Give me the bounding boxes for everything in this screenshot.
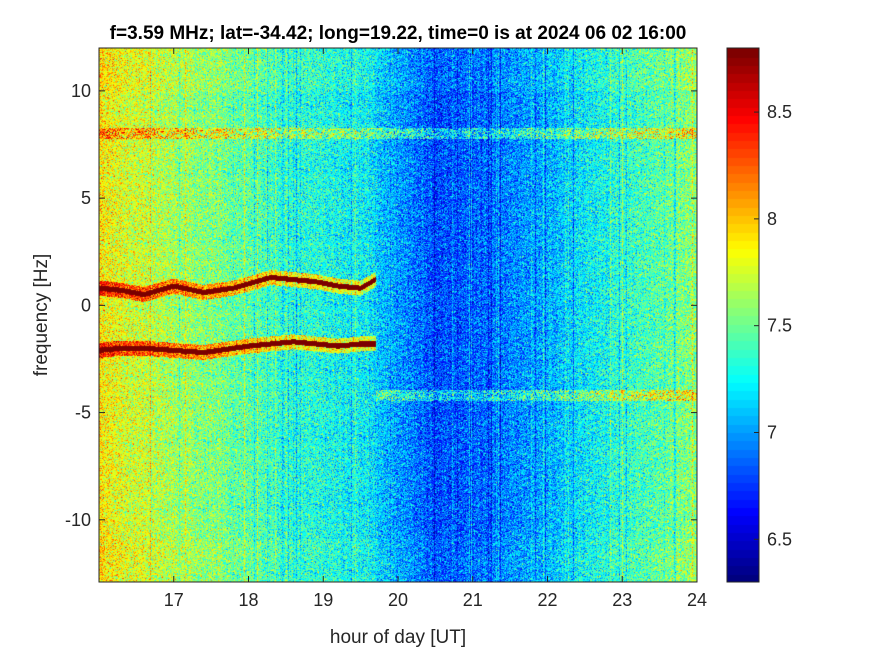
colorbar-tick-label: 7.5 [767, 316, 792, 336]
colorbar-tick-label: 7 [767, 422, 777, 442]
y-tick-label: 10 [71, 81, 91, 101]
colorbar-frame [726, 47, 760, 583]
y-axis-label: frequency [Hz] [31, 254, 52, 377]
y-tick-label: -10 [65, 510, 91, 530]
x-tick-label: 20 [388, 590, 408, 610]
colorbar-tick-label: 8.5 [767, 102, 792, 122]
x-tick-label: 18 [238, 590, 258, 610]
x-tick-label: 23 [612, 590, 632, 610]
y-tick-label: 0 [81, 295, 91, 315]
chart-title: f=3.59 MHz; lat=-34.42; long=19.22, time… [110, 23, 687, 44]
colorbar-tick-label: 8 [767, 209, 777, 229]
y-tick-label: 5 [81, 188, 91, 208]
x-tick-label: 17 [164, 590, 184, 610]
y-ticks: 10 5 0 -5 -10 [65, 81, 697, 530]
colorbar [727, 48, 759, 582]
x-ticks: 17 18 19 20 21 22 23 24 [164, 48, 707, 610]
x-tick-label: 19 [313, 590, 333, 610]
x-tick-label: 24 [687, 590, 707, 610]
plot-frame [98, 47, 698, 583]
x-tick-label: 21 [463, 590, 483, 610]
colorbar-ticks: 6.5 7 7.5 8 8.5 [754, 102, 792, 549]
spectrogram-heatmap [99, 48, 697, 582]
colorbar-tick-label: 6.5 [767, 529, 792, 549]
y-tick-label: -5 [75, 403, 91, 423]
x-axis-label: hour of day [UT] [330, 627, 466, 648]
x-tick-label: 22 [537, 590, 557, 610]
